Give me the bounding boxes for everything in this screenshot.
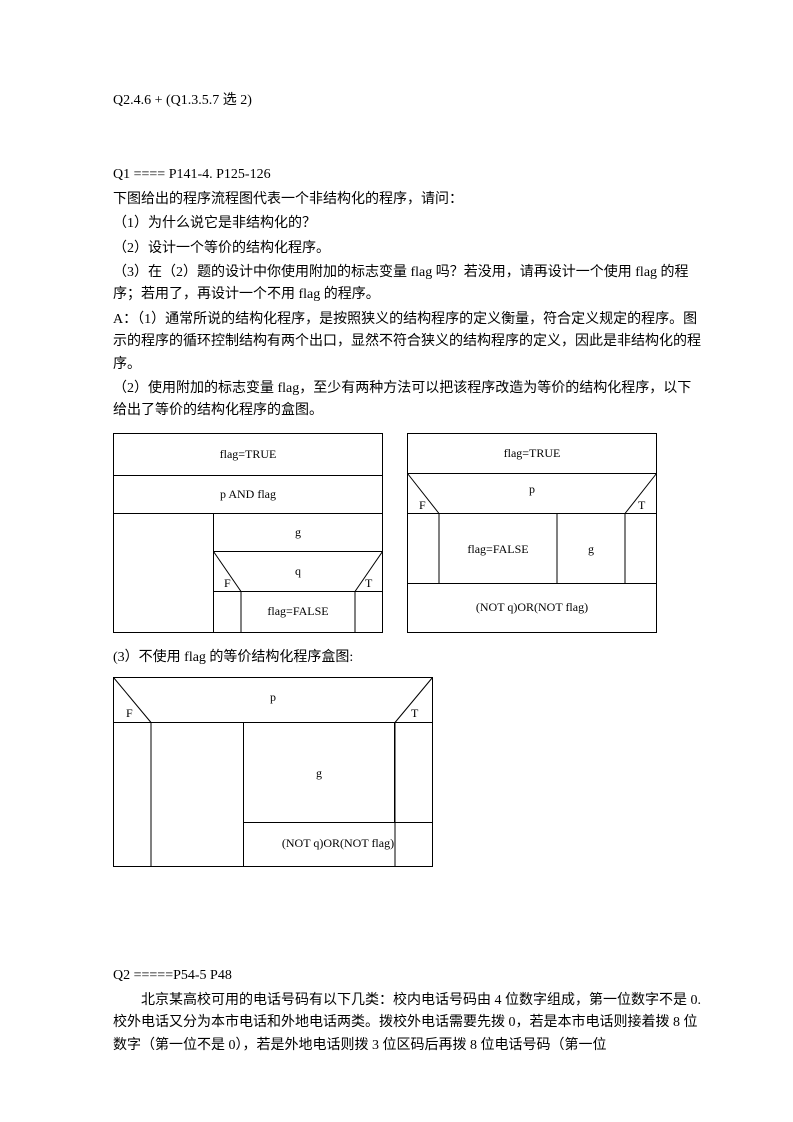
d2-flag-true: flag=TRUE: [504, 446, 561, 460]
d2-g: g: [588, 542, 594, 556]
d2-t: T: [638, 498, 646, 512]
d1-g: g: [295, 525, 301, 539]
d3-g: g: [316, 766, 322, 780]
q1-p4: （3）在（2）题的设计中你使用附加的标志变量 flag 吗？若没用，请再设计一个…: [113, 262, 703, 307]
q1-title: Q1 ==== P141-4. P125-126: [113, 164, 703, 186]
d1-p-and-flag: p AND flag: [220, 487, 276, 501]
d1-flag-false: flag=FALSE: [267, 604, 328, 618]
page: Q2.4.6 + (Q1.3.5.7 选 2) Q1 ==== P141-4. …: [0, 0, 793, 1122]
d1-q: q: [295, 564, 301, 578]
q1-p1: 下图给出的程序流程图代表一个非结构化的程序，请问：: [113, 189, 703, 211]
d1-flag-true: flag=TRUE: [220, 447, 277, 461]
d3-f: F: [126, 706, 133, 720]
q1-a3: (3）不使用 flag 的等价结构化程序盒图:: [113, 647, 703, 669]
d1-f: F: [224, 576, 231, 590]
q2-body: 北京某高校可用的电话号码有以下几类：校内电话号码由 4 位数字组成，第一位数字不…: [113, 990, 703, 1057]
d2-until: (NOT q)OR(NOT flag): [476, 600, 588, 614]
spacer: [113, 875, 703, 965]
d2-p: p: [529, 482, 535, 496]
d2-flag-false: flag=FALSE: [467, 542, 528, 556]
q1-a2: （2）使用附加的标志变量 flag，至少有两种方法可以把该程序改造为等价的结构化…: [113, 378, 703, 423]
header-line: Q2.4.6 + (Q1.3.5.7 选 2): [113, 90, 703, 112]
d3-until: (NOT q)OR(NOT flag): [282, 836, 394, 850]
d3-p: p: [270, 690, 276, 704]
diagrams-row-1: flag=TRUE p AND flag g q F T flag=FALSE: [113, 433, 703, 633]
q1-p3: （2）设计一个等价的结构化程序。: [113, 238, 703, 260]
ns-diagram-2: flag=TRUE p F T flag=FALSE g (NOT q)OR(N…: [407, 433, 657, 633]
ns-diagram-3: p F T g (NOT q)OR(NOT flag): [113, 677, 433, 867]
spacer: [113, 114, 703, 164]
d1-t: T: [365, 576, 373, 590]
d3-t: T: [411, 706, 419, 720]
q2-title: Q2 =====P54-5 P48: [113, 965, 703, 987]
q1-a1: A：（1）通常所说的结构化程序，是按照狭义的结构程序的定义衡量，符合定义规定的程…: [113, 309, 703, 376]
q1-p2: （1）为什么说它是非结构化的？: [113, 213, 703, 235]
ns-diagram-1: flag=TRUE p AND flag g q F T flag=FALSE: [113, 433, 383, 633]
d2-f: F: [419, 498, 426, 512]
